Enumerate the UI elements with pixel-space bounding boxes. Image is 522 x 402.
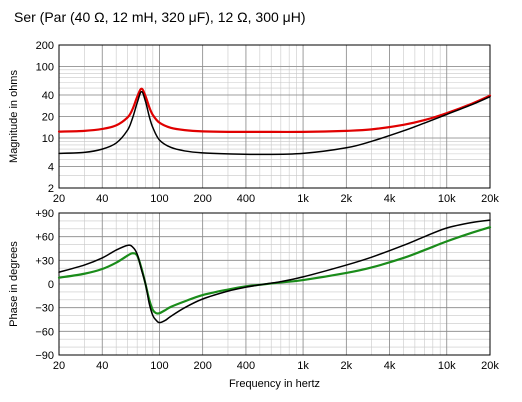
x-tick-label: 400	[237, 193, 255, 205]
x-tick-label: 4k	[384, 360, 396, 372]
x-tick-label: 2k	[341, 193, 353, 205]
x-tick-label: 100	[150, 193, 168, 205]
y-tick-label: 2	[48, 183, 54, 195]
phase-series-2-line	[58, 219, 491, 324]
chart-title: Ser (Par (40 Ω, 12 mH, 320 μF), 12 Ω, 30…	[14, 9, 306, 25]
x-tick-label: 40	[96, 360, 108, 372]
y-tick-label: 100	[36, 62, 54, 74]
y-tick-label: 200	[36, 40, 54, 52]
x-tick-label: 10k	[438, 360, 456, 372]
x-tick-label: 40	[96, 193, 108, 205]
y-tick-label: 4	[48, 161, 54, 173]
y-tick-label: −30	[35, 303, 54, 315]
x-tick-label: 2k	[341, 360, 353, 372]
x-tick-label: 1k	[297, 193, 309, 205]
y-tick-label: 0	[48, 279, 54, 291]
plot-frame	[58, 212, 491, 356]
y-axis-label: Phase in degrees	[8, 241, 20, 327]
x-tick-label: 200	[193, 193, 211, 205]
y-tick-label: +90	[35, 208, 54, 220]
x-tick-label: 20	[53, 193, 65, 205]
x-tick-label: 20k	[481, 360, 499, 372]
magnitude-series-1-line	[57, 87, 492, 134]
y-tick-label: 20	[42, 112, 54, 124]
x-tick-label: 10k	[438, 193, 456, 205]
y-tick-label: +60	[35, 232, 54, 244]
x-tick-label: 20	[53, 360, 65, 372]
y-tick-label: −60	[35, 326, 54, 338]
magnitude-series-2-line	[58, 90, 491, 156]
x-tick-label: 4k	[384, 193, 396, 205]
x-tick-label: 20k	[481, 193, 499, 205]
x-tick-label: 200	[193, 360, 211, 372]
phase-series-1-line	[57, 226, 492, 315]
y-axis-label: Magnitude in ohms	[8, 70, 20, 163]
y-tick-label: −90	[35, 350, 54, 362]
y-tick-label: 10	[42, 133, 54, 145]
x-tick-label: 100	[150, 360, 168, 372]
x-tick-label: 1k	[297, 360, 309, 372]
y-tick-label: +30	[35, 255, 54, 267]
x-tick-label: 400	[237, 360, 255, 372]
y-tick-label: 40	[42, 90, 54, 102]
x-axis-label: Frequency in hertz	[229, 378, 320, 390]
plot-frame	[58, 44, 491, 189]
